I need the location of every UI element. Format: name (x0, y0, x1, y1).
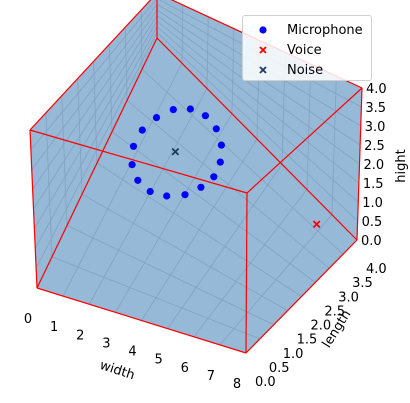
back-grid-line (156, 26, 359, 203)
microphone-point (201, 112, 209, 120)
x-tick-label: 7 (207, 369, 215, 384)
legend-label: Noise (287, 63, 324, 78)
y-tick-label: 1.0 (283, 347, 304, 362)
box-edge (156, 37, 358, 241)
legend-item-voice: Voice (243, 41, 371, 61)
microphone-point (217, 141, 225, 149)
x-tick-label: 0 (24, 312, 32, 327)
z-tick-label: 3.0 (365, 120, 386, 135)
left-wall-pane (30, 0, 157, 288)
microphone-point (152, 114, 161, 122)
legend-circle-marker (259, 26, 267, 34)
z-tick-label: 1.5 (363, 177, 384, 192)
x-tick-label: 6 (181, 361, 189, 376)
left-grid-line (34, 26, 158, 249)
microphone-point (181, 191, 189, 199)
legend-x-marker (259, 66, 267, 74)
back-grid-line (156, 15, 360, 165)
back-grid-line (156, 20, 360, 184)
floor-grid-line (111, 131, 316, 283)
microphone-point (138, 126, 146, 134)
axis-panes (30, 0, 362, 353)
floor-pane (37, 38, 357, 353)
box-edge (29, 129, 38, 289)
box-edge (29, 129, 248, 194)
legend-x-marker (259, 46, 267, 54)
microphone-point (129, 142, 138, 150)
legend-item-noise: Noise (243, 61, 371, 81)
voice-point (312, 220, 321, 229)
microphone-point (146, 187, 154, 196)
microphone-point (212, 125, 220, 133)
x-tick-label: 4 (128, 345, 136, 360)
microphone-point (216, 158, 224, 166)
x-tick-label: 8 (233, 377, 241, 392)
box-edge (29, 0, 152, 131)
back-wall-pane (157, 0, 362, 240)
left-grid-line (33, 15, 158, 210)
legend-item-microphone: Microphone (243, 21, 371, 41)
y-tick-label: 1.5 (297, 333, 318, 348)
y-tick-label: 0.0 (255, 375, 276, 390)
y-tick-label: 2.5 (324, 304, 345, 319)
z-axis-label: hight (394, 149, 409, 182)
y-tick-label: 0.5 (269, 361, 290, 376)
z-tick-label: 0.5 (362, 215, 383, 230)
data-points (128, 105, 321, 229)
legend-label: Voice (287, 43, 322, 58)
y-tick-label: 2.0 (311, 319, 332, 334)
legend-label: Microphone (287, 23, 363, 38)
y-tick-label: 3.5 (352, 276, 373, 291)
box-edge (245, 192, 248, 354)
box-edge (245, 239, 358, 354)
left-grid-line (32, 9, 158, 190)
z-tick-label: 4.0 (366, 82, 387, 97)
box-edge (356, 87, 363, 241)
microphone-point (134, 176, 142, 184)
z-tick-label: 2.0 (364, 158, 385, 173)
left-grid-line (30, 0, 157, 151)
z-tick-label: 2.5 (364, 139, 385, 154)
z-tick-label: 0.0 (361, 234, 382, 249)
left-grid-line (34, 20, 158, 229)
left-grid-line (31, 4, 158, 170)
floor-grid-line (141, 68, 344, 255)
microphone-point (186, 105, 194, 113)
microphone-point (128, 161, 136, 169)
x-tick-label: 2 (76, 328, 84, 343)
floor-grid-line (96, 162, 302, 297)
noise-point (171, 147, 180, 156)
microphone-point (163, 192, 171, 200)
floor-grid-line (81, 193, 288, 311)
x-tick-label: 3 (102, 336, 110, 351)
y-tick-label: 4.0 (366, 262, 387, 277)
floor-grid-line (66, 225, 274, 326)
legend: Microphone Voice Noise (242, 15, 372, 81)
x-tick-label: 1 (50, 320, 58, 335)
x-axis-label: width (98, 358, 137, 383)
box-edge (246, 87, 363, 194)
floor-grid-line (126, 100, 330, 269)
floor-grid-line (51, 256, 261, 340)
microphone-point (169, 106, 177, 114)
microphone-point (210, 173, 218, 181)
z-tick-label: 1.0 (362, 196, 383, 211)
back-grid-line (156, 32, 358, 222)
left-grid-line (35, 32, 158, 269)
box-edge (36, 37, 158, 289)
microphone-point (197, 183, 205, 191)
x-tick-label: 5 (154, 353, 162, 368)
z-tick-label: 3.5 (365, 101, 386, 116)
box-edge (36, 287, 247, 354)
y-tick-label: 3.0 (338, 290, 359, 305)
